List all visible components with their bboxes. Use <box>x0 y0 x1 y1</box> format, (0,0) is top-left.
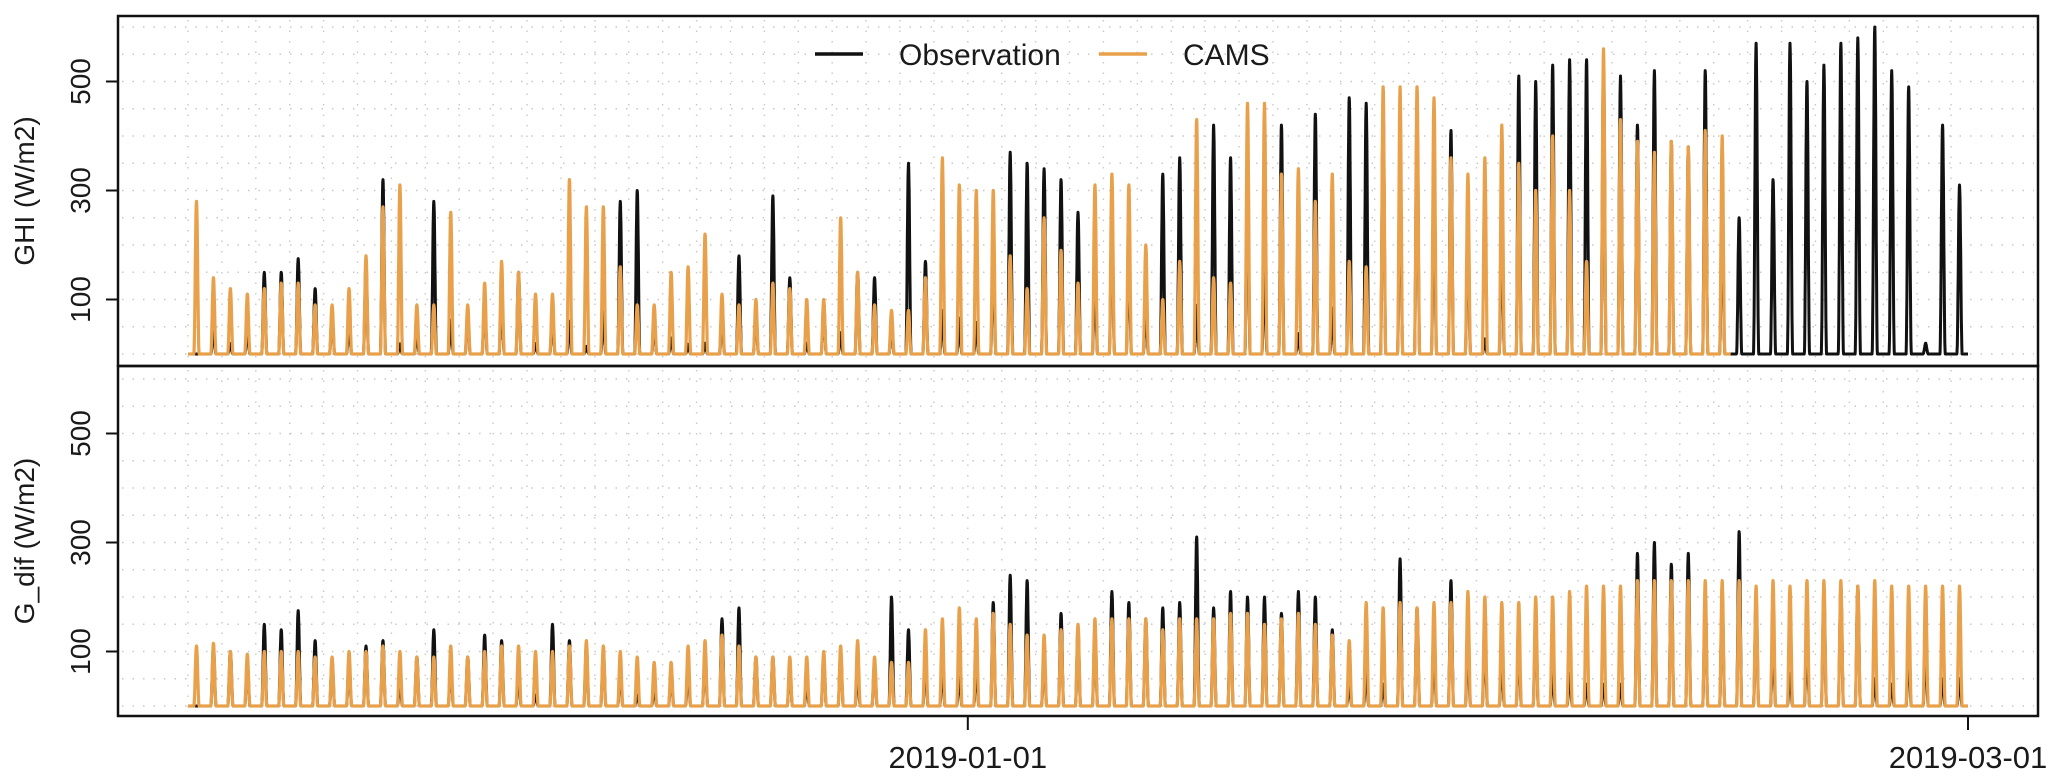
y-tick-label: 500 <box>65 58 96 105</box>
x-axis: 2019-01-01 2019-03-01 <box>889 716 2048 775</box>
panel-frame <box>116 364 2040 718</box>
legend-label-cams: CAMS <box>1183 39 1270 72</box>
y-tick-label: 300 <box>65 519 96 566</box>
gdif-panel: 100 300 500 G_dif (W/m2) <box>9 364 2040 718</box>
y-axis-title: GHI (W/m2) <box>9 116 40 265</box>
y-tick-label: 100 <box>65 628 96 675</box>
legend-label-observation: Observation <box>899 39 1061 72</box>
y-tick-label: 100 <box>65 276 96 323</box>
cams-series-line <box>188 47 1731 356</box>
ghi-panel: 100 300 500 GHI (W/m2) <box>9 14 2040 368</box>
observation-series-line <box>188 530 1968 708</box>
x-tick-label: 2019-03-01 <box>1889 740 2048 775</box>
legend: Observation CAMS <box>815 39 1270 72</box>
cams-series-line <box>188 579 1968 708</box>
y-tick-label: 300 <box>65 167 96 214</box>
y-tick-label: 500 <box>65 410 96 457</box>
y-axis-title: G_dif (W/m2) <box>9 458 40 624</box>
x-tick-label: 2019-01-01 <box>889 740 1048 775</box>
